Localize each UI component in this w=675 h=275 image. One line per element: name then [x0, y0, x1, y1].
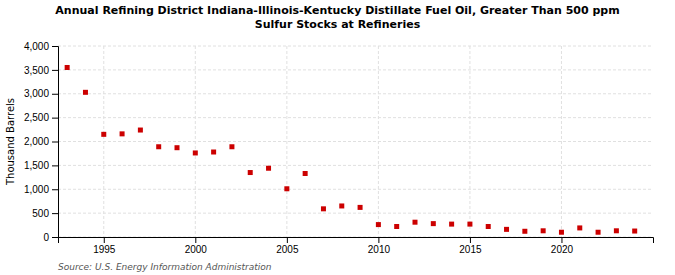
- chart: 1995 2000 2005 2010 2015 2020 0 500 1,000 1,500 2,…: [0, 0, 675, 275]
- x-tick-mark: [378, 237, 379, 243]
- y-tick-mark: [52, 142, 58, 143]
- y-tick: 2,000: [24, 136, 58, 147]
- x-axis-line: [59, 238, 654, 244]
- y-tick-mark: [52, 94, 58, 95]
- y-axis-line: [52, 47, 59, 238]
- point: [522, 229, 527, 234]
- x-tick-mark: [195, 237, 196, 243]
- x-tick-mark: [561, 237, 562, 243]
- grid-line-y: [58, 165, 653, 166]
- point: [284, 186, 289, 191]
- point: [321, 206, 326, 211]
- x-tick-label: 2005: [276, 244, 299, 255]
- y-tick: 3,000: [24, 88, 58, 99]
- point: [175, 145, 180, 150]
- point: [65, 65, 70, 70]
- point: [504, 227, 509, 232]
- y-tick-label: 2,000: [24, 136, 49, 147]
- point: [248, 170, 253, 175]
- point: [394, 224, 399, 229]
- grid-line-y: [58, 117, 653, 118]
- grid: [58, 46, 653, 237]
- point: [632, 229, 637, 234]
- point: [156, 144, 161, 149]
- y-tick-label: 1,000: [24, 184, 49, 195]
- point: [193, 150, 198, 155]
- y-tick-mark: [52, 70, 58, 71]
- y-tick: 1,000: [24, 184, 58, 195]
- x-tick: 2000: [185, 237, 208, 255]
- y-tick: 2,500: [24, 112, 58, 123]
- point: [614, 228, 619, 233]
- point: [211, 150, 216, 155]
- title: Annual Refining District Indiana-Illinoi…: [55, 4, 619, 31]
- grid-line-x: [561, 46, 562, 237]
- x-tick: 2005: [276, 237, 299, 255]
- y-tick: 3,500: [24, 65, 58, 76]
- x-tick: 2015: [459, 237, 482, 255]
- x-axis: 1995 2000 2005 2010 2015 2020: [59, 237, 654, 255]
- point: [577, 225, 582, 230]
- y-tick-mark: [52, 237, 58, 238]
- point: [559, 230, 564, 235]
- x-tick-label: 1995: [93, 244, 116, 255]
- x-tick: 1995: [93, 237, 116, 255]
- point: [138, 128, 143, 133]
- point: [431, 221, 436, 226]
- y-tick-label: 4,000: [24, 41, 49, 52]
- point: [596, 230, 601, 235]
- y-tick-mark: [52, 189, 58, 190]
- point: [376, 222, 381, 227]
- point: [101, 132, 106, 137]
- y-tick-label: 3,500: [24, 65, 49, 76]
- y-tick-label: 2,500: [24, 112, 49, 123]
- y-tick: 500: [32, 208, 58, 219]
- grid-line-y: [58, 213, 653, 214]
- x-tick-label: 2010: [368, 244, 391, 255]
- y-tick: 0: [43, 232, 58, 243]
- y-tick-label: 1,500: [24, 160, 49, 171]
- point: [413, 220, 418, 225]
- y-tick: 1,500: [24, 160, 58, 171]
- point: [358, 205, 363, 210]
- point: [449, 222, 454, 227]
- grid-line-y: [58, 141, 653, 142]
- point: [266, 166, 271, 171]
- x-tick: 2010: [368, 237, 391, 255]
- x-tick: 2020: [551, 237, 574, 255]
- point: [83, 90, 88, 95]
- point: [229, 144, 234, 149]
- y-tick: 4,000: [24, 41, 58, 52]
- point: [120, 131, 125, 136]
- plot: 1995 2000 2005 2010 2015 2020 0 500 1,000 1,500 2,…: [24, 41, 654, 255]
- x-tick-label: 2015: [459, 244, 482, 255]
- y-tick-label: 3,000: [24, 88, 49, 99]
- y-tick-mark: [52, 165, 58, 166]
- y-axis: 0 500 1,000 1,500 2,000 2,500 3,000 3,500 4,000: [24, 41, 59, 243]
- grid-line-y: [58, 69, 653, 70]
- point: [467, 222, 472, 227]
- source: Source: U.S. Energy Information Administ…: [58, 262, 272, 272]
- grid-line-x: [286, 46, 287, 237]
- x-tick-label: 2020: [551, 244, 574, 255]
- point: [486, 224, 491, 229]
- y-tick-mark: [52, 46, 58, 47]
- y-axis-title: Thousand Barrels: [5, 98, 16, 186]
- point: [541, 228, 546, 233]
- x-tick-label: 2000: [185, 244, 208, 255]
- grid-line-y: [58, 93, 653, 94]
- point: [303, 171, 308, 176]
- point: [339, 203, 344, 208]
- y-tick-label: 0: [43, 232, 49, 243]
- y-tick-mark: [52, 118, 58, 119]
- y-tick-mark: [52, 213, 58, 214]
- grid-line-y: [58, 189, 653, 190]
- points: [65, 65, 638, 235]
- y-tick-label: 500: [32, 208, 49, 219]
- grid-line-y: [58, 46, 653, 47]
- x-tick-mark: [470, 237, 471, 243]
- x-tick-mark: [287, 237, 288, 243]
- x-tick-mark: [104, 237, 105, 243]
